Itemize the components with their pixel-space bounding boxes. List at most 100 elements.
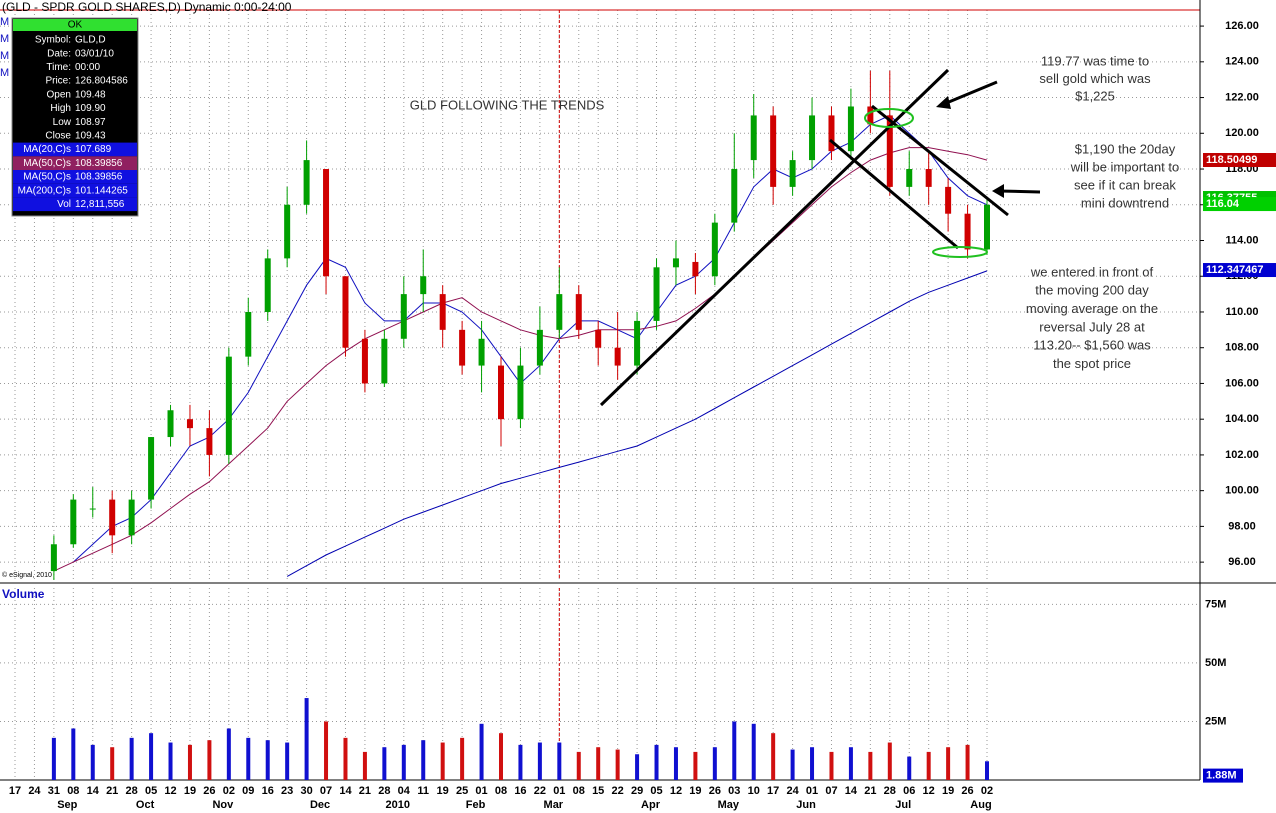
x-tick-label: 16 — [514, 785, 526, 797]
info-label: Low — [53, 117, 72, 128]
x-tick-label: 17 — [767, 785, 779, 797]
info-label: Vol — [57, 199, 71, 210]
x-tick-label: 21 — [106, 785, 118, 797]
month-label: May — [718, 799, 740, 811]
info-label: MA(200,C)s — [18, 185, 71, 196]
volume-bar — [790, 749, 795, 780]
volume-bar — [596, 747, 601, 780]
x-tick-label: 26 — [961, 785, 973, 797]
info-label: Price: — [45, 76, 71, 87]
y-tick-label: 50M — [1205, 657, 1226, 669]
volume-bar — [965, 744, 970, 780]
candle-body — [536, 329, 543, 366]
candle-body — [847, 106, 854, 152]
info-box: OK Symbol: GLD,D Date: 03/01/10 Time: 00:00 Pri… — [11, 17, 139, 217]
side-marker: M — [0, 50, 9, 62]
info-value: 109.90 — [75, 103, 106, 114]
candle-body — [575, 294, 582, 330]
y-tick-label: 106.00 — [1225, 377, 1259, 389]
chart-title: (GLD - SPDR GOLD SHARES,D) Dynamic 0:00-… — [2, 0, 292, 14]
info-row-bg — [13, 142, 137, 157]
candle-body — [711, 222, 718, 277]
info-label: Symbol: — [35, 35, 71, 46]
candle-body — [809, 115, 816, 161]
volume-bar — [868, 751, 873, 780]
volume-bar — [771, 733, 776, 780]
volume-bar — [226, 728, 231, 780]
candle-body — [945, 186, 952, 214]
info-value: 108.97 — [75, 117, 106, 128]
volume-bar — [479, 723, 484, 780]
y-tick-label: 98.00 — [1228, 520, 1256, 532]
volume-bar — [673, 747, 678, 780]
volume-bar — [829, 751, 834, 780]
x-tick-label: 14 — [845, 785, 858, 797]
price-badge — [1203, 263, 1276, 278]
month-label: Apr — [641, 799, 661, 811]
x-tick-label: 07 — [320, 785, 332, 797]
candle-body — [498, 365, 504, 420]
candle-body — [284, 204, 291, 259]
volume-bar — [71, 728, 76, 780]
y-tick-label: 110.00 — [1225, 306, 1258, 318]
month-label: Mar — [544, 799, 564, 811]
volume-bar — [362, 751, 367, 780]
candle-body — [789, 160, 796, 187]
month-label: Sep — [57, 799, 77, 811]
x-tick-label: 12 — [164, 785, 176, 797]
candle-body — [420, 276, 427, 295]
info-value: 03/01/10 — [75, 48, 114, 59]
volume-bar — [615, 749, 620, 780]
candle-body — [303, 160, 310, 205]
month-label: Dec — [310, 799, 330, 811]
candle-body — [906, 169, 913, 187]
side-marker: M — [0, 16, 9, 28]
y-tick-label: 114.00 — [1225, 234, 1258, 246]
x-tick-label: 19 — [689, 785, 701, 797]
x-tick-label: 01 — [806, 785, 818, 797]
candle-body — [459, 329, 466, 366]
month-label: Jul — [895, 799, 911, 811]
highlight-ellipse — [864, 108, 914, 128]
marks — [50, 70, 990, 780]
price-badge — [1203, 197, 1276, 212]
candle-body — [478, 338, 485, 366]
annotation: 119.77 was time to — [1041, 53, 1149, 68]
volume-bar — [732, 721, 737, 780]
x-tick-label: 08 — [495, 785, 507, 797]
volume-bar — [654, 744, 659, 780]
y-tick-label: 104.00 — [1225, 413, 1259, 425]
info-label: MA(50,C)s — [23, 158, 71, 169]
info-label: MA(20,C)s — [23, 144, 71, 155]
trend-drawings — [599, 68, 1041, 407]
candle-body — [264, 258, 271, 312]
candle-body — [614, 347, 621, 366]
candle-body — [323, 169, 330, 277]
uptrend-line — [599, 68, 950, 407]
candle-body — [672, 258, 679, 268]
volume-bar — [207, 740, 212, 780]
x-tick-label: 06 — [903, 785, 915, 797]
candle-body — [634, 320, 641, 366]
volume-bar — [887, 742, 892, 780]
volume-bar — [110, 747, 115, 780]
candle-body — [750, 115, 757, 161]
candle-body — [692, 261, 699, 277]
volume-bar — [751, 723, 756, 780]
volume-bar — [440, 742, 445, 780]
x-tick-label: 21 — [864, 785, 876, 797]
y-tick-label: 122.00 — [1225, 91, 1259, 103]
x-tick-label: 30 — [300, 785, 312, 797]
info-label: Open — [47, 89, 71, 100]
volume-bar — [324, 721, 329, 780]
y-tick-label: 96.00 — [1228, 556, 1256, 568]
info-row-bg — [13, 170, 137, 184]
candle-body — [984, 204, 990, 250]
info-row-bg — [13, 156, 137, 170]
candle-body — [770, 115, 777, 187]
candle-body — [70, 499, 77, 545]
volume-bar — [401, 744, 406, 780]
x-tick-label: 25 — [456, 785, 468, 797]
candle-body — [925, 169, 932, 187]
